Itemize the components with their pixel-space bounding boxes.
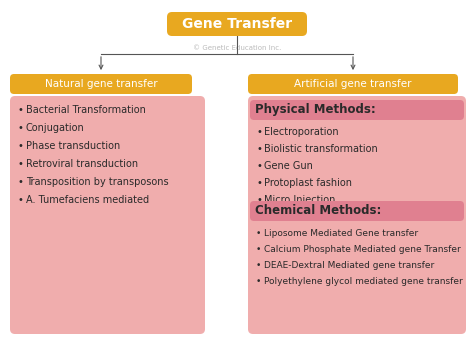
FancyBboxPatch shape	[250, 100, 464, 120]
Text: Artificial gene transfer: Artificial gene transfer	[294, 79, 412, 89]
Text: •: •	[18, 105, 24, 115]
FancyBboxPatch shape	[248, 96, 466, 334]
Text: DEAE-Dextral Mediated gene transfer: DEAE-Dextral Mediated gene transfer	[264, 260, 434, 269]
Text: •: •	[256, 245, 261, 254]
Text: Conjugation: Conjugation	[26, 123, 85, 133]
Text: A. Tumefaciens mediated: A. Tumefaciens mediated	[26, 195, 149, 205]
Text: Electroporation: Electroporation	[264, 127, 338, 137]
FancyBboxPatch shape	[10, 74, 192, 94]
Text: Protoplast fashion: Protoplast fashion	[264, 178, 352, 188]
Text: •: •	[256, 195, 262, 205]
Text: •: •	[256, 277, 261, 286]
FancyBboxPatch shape	[248, 74, 458, 94]
Text: •: •	[18, 195, 24, 205]
Text: •: •	[18, 141, 24, 151]
Text: Physical Methods:: Physical Methods:	[255, 104, 376, 117]
Text: •: •	[18, 123, 24, 133]
Text: Liposome Mediated Gene transfer: Liposome Mediated Gene transfer	[264, 228, 418, 237]
Text: Polyethylene glycol mediated gene transfer: Polyethylene glycol mediated gene transf…	[264, 277, 463, 286]
Text: Gene Transfer: Gene Transfer	[182, 17, 292, 31]
Text: •: •	[18, 177, 24, 187]
Text: Calcium Phosphate Mediated gene Transfer: Calcium Phosphate Mediated gene Transfer	[264, 245, 461, 254]
FancyBboxPatch shape	[167, 12, 307, 36]
Text: •: •	[256, 161, 262, 171]
Text: •: •	[256, 144, 262, 154]
Text: •: •	[256, 178, 262, 188]
Text: © Genetic Education Inc.: © Genetic Education Inc.	[193, 45, 281, 51]
Text: •: •	[18, 159, 24, 169]
Text: •: •	[256, 127, 262, 137]
Text: Chemical Methods:: Chemical Methods:	[255, 204, 382, 217]
FancyBboxPatch shape	[10, 96, 205, 334]
Text: Biolistic transformation: Biolistic transformation	[264, 144, 378, 154]
Text: Retroviral transduction: Retroviral transduction	[26, 159, 138, 169]
Text: •: •	[256, 228, 261, 237]
Text: Gene Gun: Gene Gun	[264, 161, 313, 171]
Text: •: •	[256, 260, 261, 269]
Text: Bacterial Transformation: Bacterial Transformation	[26, 105, 146, 115]
FancyBboxPatch shape	[250, 201, 464, 221]
Text: Phase transduction: Phase transduction	[26, 141, 120, 151]
Text: Micro Injection: Micro Injection	[264, 195, 336, 205]
Text: Transposition by transposons: Transposition by transposons	[26, 177, 169, 187]
Text: Natural gene transfer: Natural gene transfer	[45, 79, 157, 89]
